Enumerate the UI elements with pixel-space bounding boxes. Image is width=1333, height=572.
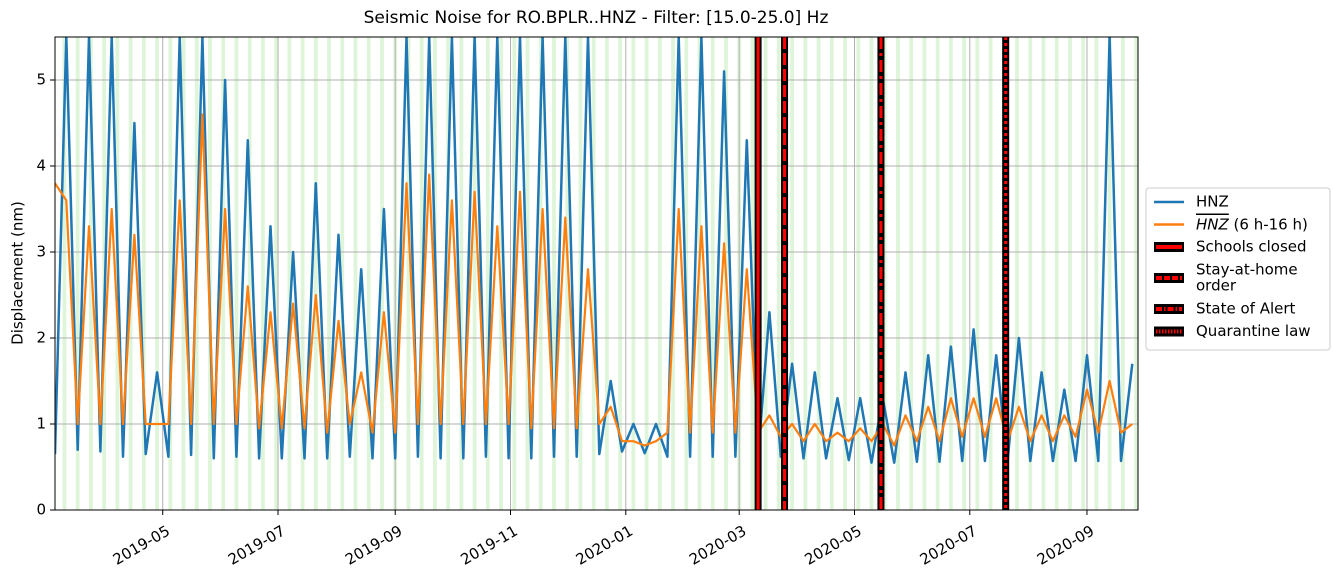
weekend-band [128, 37, 133, 510]
weekend-band [234, 37, 239, 510]
series-line [55, 113, 1133, 447]
weekend-band [459, 37, 464, 510]
weekend-band [909, 37, 914, 510]
y-tick-label: 4 [36, 157, 46, 175]
weekend-band [168, 37, 173, 510]
legend-frame [1145, 187, 1331, 351]
weekend-band [882, 37, 887, 510]
legend-label: Quarantine law [1196, 322, 1311, 340]
weekend-band [340, 37, 345, 510]
x-tick-label: 2019-05 [110, 522, 173, 569]
weekend-band [816, 37, 821, 510]
plot-frame [54, 36, 1139, 511]
weekend-band [1120, 37, 1125, 510]
weekend-band [896, 37, 900, 510]
weekend-band [657, 37, 662, 510]
weekend-band [605, 37, 609, 510]
weekend-band [1041, 37, 1046, 510]
legend-label: Stay-at-home order [1196, 260, 1298, 294]
weekend-band [618, 37, 623, 510]
weekend-band [1107, 37, 1112, 510]
weekend-band [962, 37, 967, 510]
y-tick-label: 3 [36, 243, 46, 261]
weekend-band [922, 37, 927, 510]
x-tick-label: 2020-09 [1034, 522, 1097, 569]
x-tick-label: 2020-01 [573, 522, 636, 569]
y-tick-label: 5 [36, 71, 46, 89]
weekend-band [869, 37, 874, 510]
weekend-band [274, 37, 279, 510]
weekend-band [935, 37, 940, 510]
weekend-band [62, 37, 67, 510]
weekend-band [406, 37, 411, 510]
weekend-band [644, 37, 649, 510]
weekend-band [261, 37, 265, 510]
weekend-band [552, 37, 556, 510]
weekend-band [313, 37, 318, 510]
weekend-band [856, 37, 861, 510]
weekend-band [1094, 37, 1099, 510]
legend-label: HNZ (6 h-16 h) [1196, 215, 1308, 233]
weekend-band [538, 37, 543, 510]
weekend-band [843, 37, 847, 510]
weekend-band [287, 37, 292, 510]
y-tick-label: 2 [36, 329, 46, 347]
weekend-band [141, 37, 146, 510]
legend-label: HNZ [1196, 193, 1229, 211]
weekend-band [366, 37, 371, 510]
x-tick-label: 2019-09 [342, 522, 405, 569]
weekend-band [710, 37, 715, 510]
weekend-band [1134, 37, 1138, 510]
weekend-band [300, 37, 305, 510]
weekend-band [75, 37, 80, 510]
chart-title: Seismic Noise for RO.BPLR..HNZ - Filter:… [364, 8, 829, 28]
weekend-band [1068, 37, 1072, 510]
x-tick-label: 2020-05 [801, 522, 864, 569]
weekend-band [948, 37, 953, 510]
weekend-band [1028, 37, 1033, 510]
legend-label: State of Alert [1196, 300, 1296, 318]
weekend-band [221, 37, 226, 510]
weekend-band [1015, 37, 1019, 510]
weekend-band [247, 37, 252, 510]
weekend-band [472, 37, 477, 510]
series-group [55, 37, 1134, 464]
weekend-band [790, 37, 795, 510]
weekend-band [631, 37, 636, 510]
weekend-band [777, 37, 781, 510]
weekend-band [155, 37, 159, 510]
x-tick-label: 2020-07 [917, 522, 980, 569]
weekend-band [1081, 37, 1086, 510]
weekend-band [763, 37, 768, 510]
weekend-band [803, 37, 808, 510]
x-tick-label: 2020-03 [686, 522, 749, 569]
weekend-band [988, 37, 993, 510]
y-axis-label: Displacement (nm) [9, 201, 27, 345]
weekend-band [1054, 37, 1059, 510]
weekend-band [565, 37, 570, 510]
x-tick-label: 2019-11 [457, 522, 520, 569]
weekend-band [829, 37, 834, 510]
weekend-band [975, 37, 980, 510]
y-tick-label: 1 [36, 415, 46, 433]
y-tick-label: 0 [36, 501, 46, 519]
weekend-band [485, 37, 490, 510]
events [754, 37, 1010, 510]
weekend-band [353, 37, 358, 510]
legend-label: Schools closed [1196, 238, 1307, 256]
x-tick-label: 2019-07 [225, 522, 288, 569]
legend: HNZ HNZ (6 h-16 h) Schools closed Stay-at-h… [1145, 187, 1331, 351]
weekend-band [327, 37, 331, 510]
